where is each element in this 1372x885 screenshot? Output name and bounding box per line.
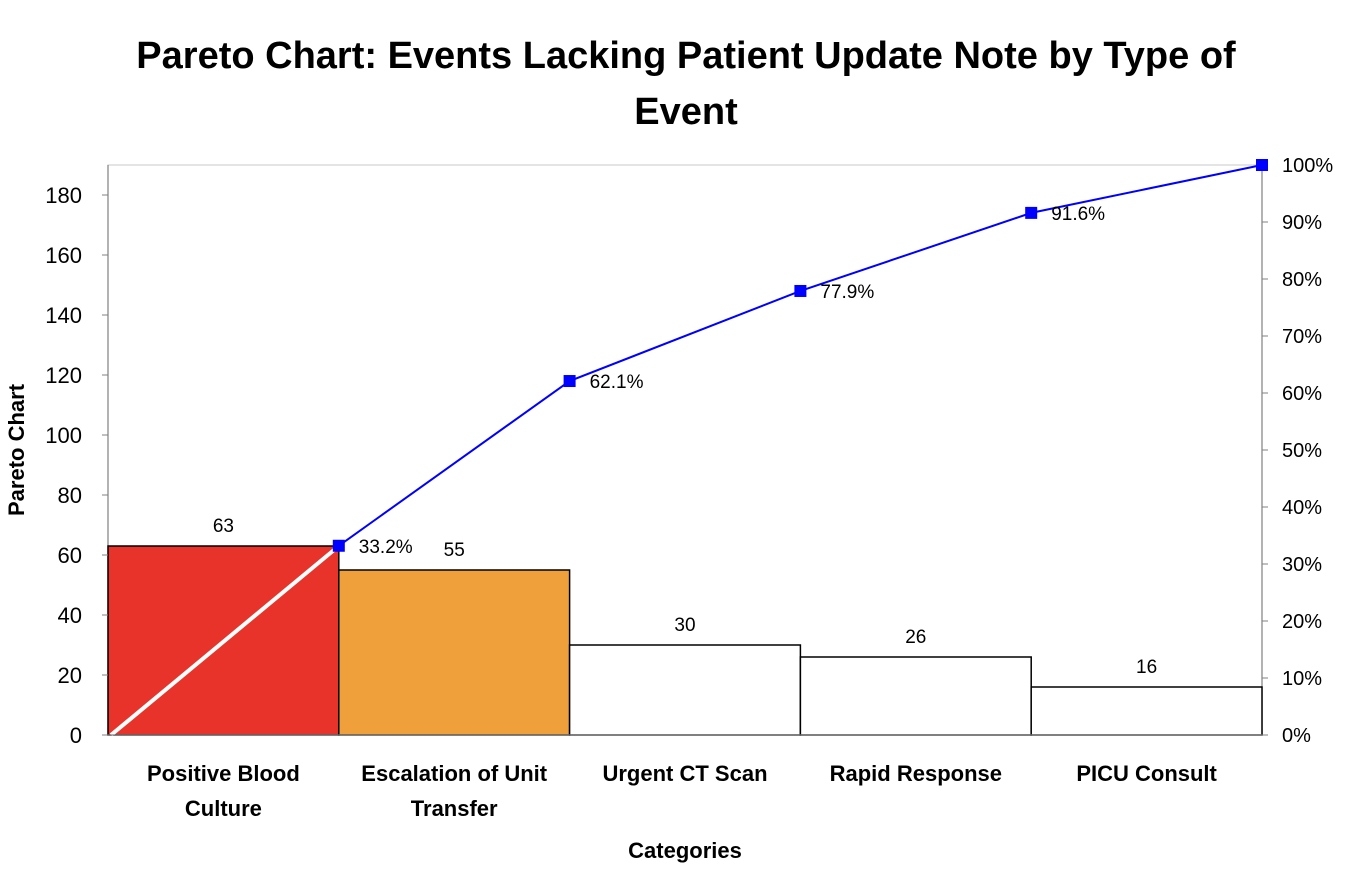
x-axis-title: Categories <box>628 838 742 863</box>
bar-value-label: 30 <box>674 615 695 636</box>
bar-value-label: 16 <box>1136 657 1157 678</box>
cumulative-marker <box>794 284 807 297</box>
y-tick-label: 140 <box>45 303 82 328</box>
category-label: Culture <box>185 796 262 821</box>
y-axis-title: Pareto Chart <box>4 383 29 516</box>
category-label: Positive Blood <box>147 761 300 786</box>
cumulative-label: 33.2% <box>359 537 413 558</box>
cumulative-marker <box>563 375 576 388</box>
category-label: Escalation of Unit <box>361 761 547 786</box>
y-tick-label: 180 <box>45 183 82 208</box>
y-tick-label: 120 <box>45 363 82 388</box>
category-label: PICU Consult <box>1076 761 1217 786</box>
y2-tick-label: 50% <box>1282 440 1322 462</box>
cumulative-label: 91.6% <box>1051 204 1105 225</box>
bar-value-label: 26 <box>905 627 926 648</box>
first-bar-diagonal <box>109 544 341 737</box>
y2-tick-label: 30% <box>1282 554 1322 576</box>
y2-tick-label: 0% <box>1282 725 1311 747</box>
y2-tick-label: 20% <box>1282 611 1322 633</box>
y-tick-label: 100 <box>45 423 82 448</box>
y2-tick-label: 10% <box>1282 668 1322 690</box>
cumulative-marker <box>332 539 345 552</box>
y-tick-label: 60 <box>58 543 82 568</box>
y2-tick-label: 60% <box>1282 383 1322 405</box>
y-tick-label: 20 <box>58 663 82 688</box>
cumulative-line <box>338 164 1263 547</box>
chart-title: Pareto Chart: Events Lacking Patient Upd… <box>136 35 1236 133</box>
category-label: Rapid Response <box>830 761 1002 786</box>
y2-tick-label: 100% <box>1282 155 1333 177</box>
cumulative-label: 77.9% <box>820 282 874 303</box>
bar-value-label: 63 <box>213 516 234 537</box>
y2-tick-label: 90% <box>1282 212 1322 234</box>
bar <box>568 644 802 736</box>
bar <box>338 569 571 736</box>
category-label: Urgent CT Scan <box>602 761 767 786</box>
cumulative-marker <box>1025 206 1038 219</box>
y-tick-label: 40 <box>58 603 82 628</box>
y-tick-label: 160 <box>45 243 82 268</box>
cumulative-label: 62.1% <box>590 372 644 393</box>
cumulative-marker <box>1256 159 1268 171</box>
bar <box>799 656 1032 736</box>
category-label: Transfer <box>411 796 498 821</box>
y2-tick-label: 70% <box>1282 326 1322 348</box>
y2-tick-label: 80% <box>1282 269 1322 291</box>
y2-tick-label: 40% <box>1282 497 1322 519</box>
bar-value-label: 55 <box>444 540 465 561</box>
y-tick-label: 80 <box>58 483 82 508</box>
y-tick-label: 0 <box>70 723 82 748</box>
bar <box>1030 686 1263 736</box>
